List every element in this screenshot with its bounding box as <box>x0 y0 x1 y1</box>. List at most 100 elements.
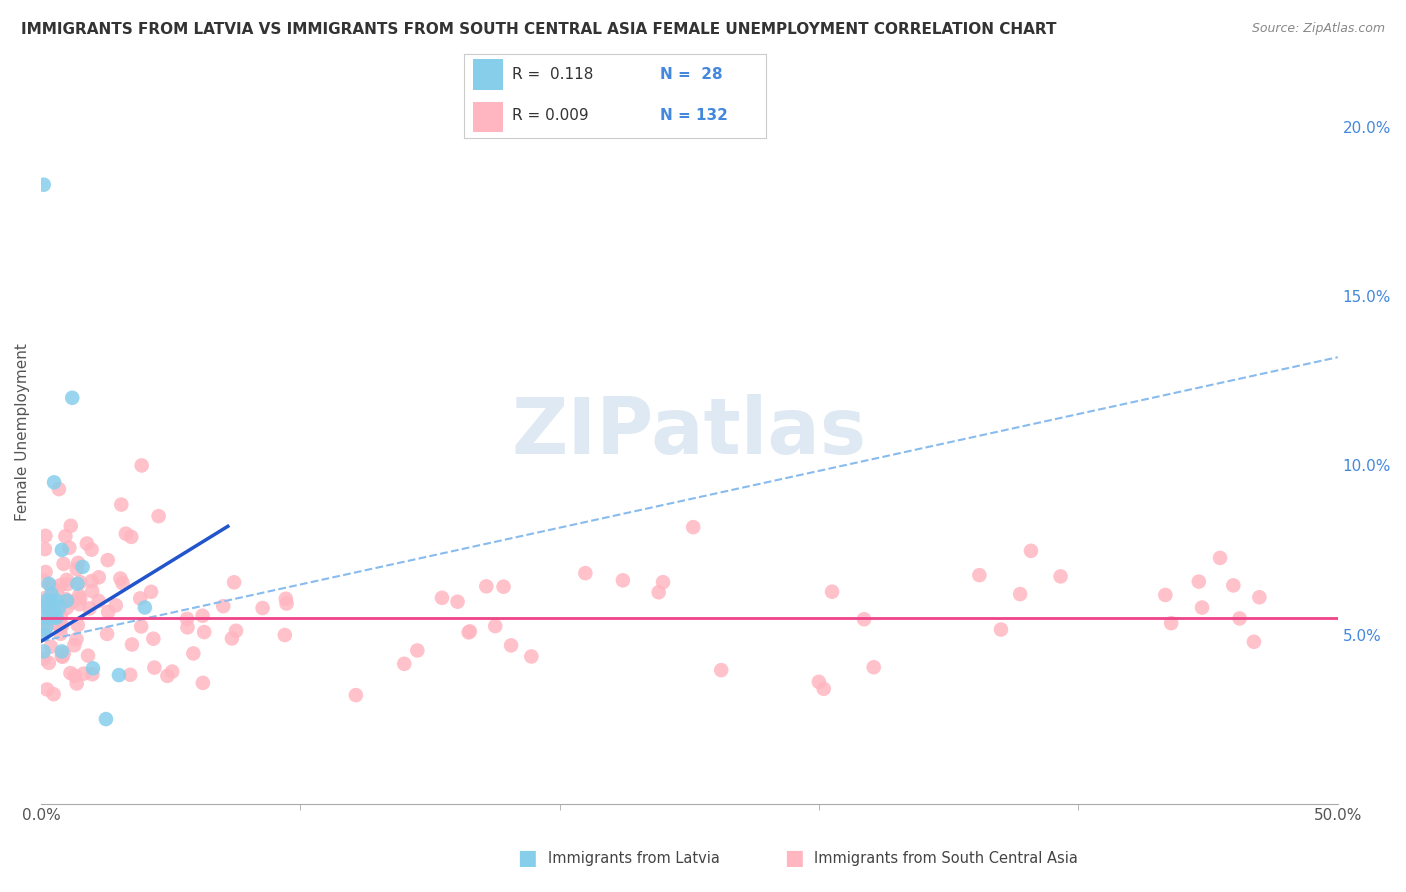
Point <box>87 594 110 608</box>
Point <box>38 656 60 670</box>
Text: R =  0.118: R = 0.118 <box>512 67 593 82</box>
Y-axis label: Female Unemployment: Female Unemployment <box>15 343 30 521</box>
Point <box>139 584 162 599</box>
Point <box>252 601 274 615</box>
Point <box>96 627 118 641</box>
Point <box>49 578 72 592</box>
Point <box>492 580 515 594</box>
Point <box>990 623 1012 637</box>
Point <box>1188 574 1211 589</box>
Point <box>1019 544 1042 558</box>
Point <box>1209 550 1232 565</box>
Point <box>520 649 543 664</box>
Point <box>862 660 884 674</box>
Point <box>41 593 63 607</box>
Point <box>612 574 634 588</box>
Point <box>49 620 72 634</box>
Point <box>42 475 65 490</box>
Point <box>484 619 506 633</box>
Point <box>32 651 55 665</box>
Point <box>52 557 75 571</box>
Point <box>183 647 205 661</box>
Point <box>55 601 77 615</box>
Point <box>82 584 104 599</box>
Point <box>131 458 153 473</box>
Point <box>430 591 453 605</box>
Point <box>501 639 523 653</box>
Text: IMMIGRANTS FROM LATVIA VS IMMIGRANTS FROM SOUTH CENTRAL ASIA FEMALE UNEMPLOYMENT: IMMIGRANTS FROM LATVIA VS IMMIGRANTS FRO… <box>21 22 1056 37</box>
Point <box>853 612 876 626</box>
Point <box>48 482 70 496</box>
Point <box>77 648 100 663</box>
Text: R = 0.009: R = 0.009 <box>512 108 589 123</box>
Point <box>647 585 669 599</box>
Bar <box>472 102 503 132</box>
Point <box>221 632 243 646</box>
Point <box>39 604 62 618</box>
Point <box>32 178 55 192</box>
Point <box>34 599 56 614</box>
Point <box>79 601 101 615</box>
Text: ■: ■ <box>785 848 804 868</box>
Text: Immigrants from Latvia: Immigrants from Latvia <box>548 851 720 865</box>
Point <box>1154 588 1177 602</box>
Point <box>38 576 60 591</box>
Point <box>1243 635 1265 649</box>
Point <box>72 560 94 574</box>
Point <box>69 575 91 590</box>
Point <box>49 627 72 641</box>
Point <box>80 542 103 557</box>
Point <box>42 610 65 624</box>
Point <box>1010 587 1032 601</box>
Point <box>38 600 60 615</box>
Point <box>142 632 165 646</box>
Point <box>344 688 367 702</box>
Point <box>66 618 89 632</box>
Point <box>76 536 98 550</box>
Point <box>67 597 90 611</box>
Point <box>212 599 235 614</box>
Point <box>39 579 62 593</box>
Bar <box>472 60 503 90</box>
Point <box>120 667 142 681</box>
Point <box>143 660 166 674</box>
Point <box>51 543 73 558</box>
Point <box>59 518 82 533</box>
Text: Source: ZipAtlas.com: Source: ZipAtlas.com <box>1251 22 1385 36</box>
Point <box>35 600 58 615</box>
Point <box>94 712 117 726</box>
Point <box>41 615 63 629</box>
Point <box>682 520 704 534</box>
Point <box>56 577 79 591</box>
Point <box>41 587 63 601</box>
Point <box>35 593 58 607</box>
Point <box>813 681 835 696</box>
Point <box>35 682 58 697</box>
Point <box>66 562 89 576</box>
Point <box>52 646 75 660</box>
Point <box>446 595 468 609</box>
Point <box>60 391 83 405</box>
Point <box>32 627 55 641</box>
Point <box>51 649 73 664</box>
Point <box>35 621 58 635</box>
Point <box>574 566 596 581</box>
Point <box>969 568 991 582</box>
Point <box>1222 578 1244 592</box>
Point <box>821 584 844 599</box>
Point <box>34 565 56 579</box>
Point <box>108 668 131 682</box>
Point <box>34 542 56 557</box>
Point <box>59 666 82 681</box>
Point <box>1229 611 1251 625</box>
Point <box>1249 591 1271 605</box>
Point <box>392 657 415 671</box>
Point <box>111 576 134 591</box>
Point <box>56 593 79 607</box>
Point <box>115 526 138 541</box>
Text: Immigrants from South Central Asia: Immigrants from South Central Asia <box>814 851 1078 865</box>
Point <box>104 599 127 613</box>
Point <box>129 619 152 633</box>
Point <box>45 610 67 624</box>
Point <box>274 591 297 606</box>
